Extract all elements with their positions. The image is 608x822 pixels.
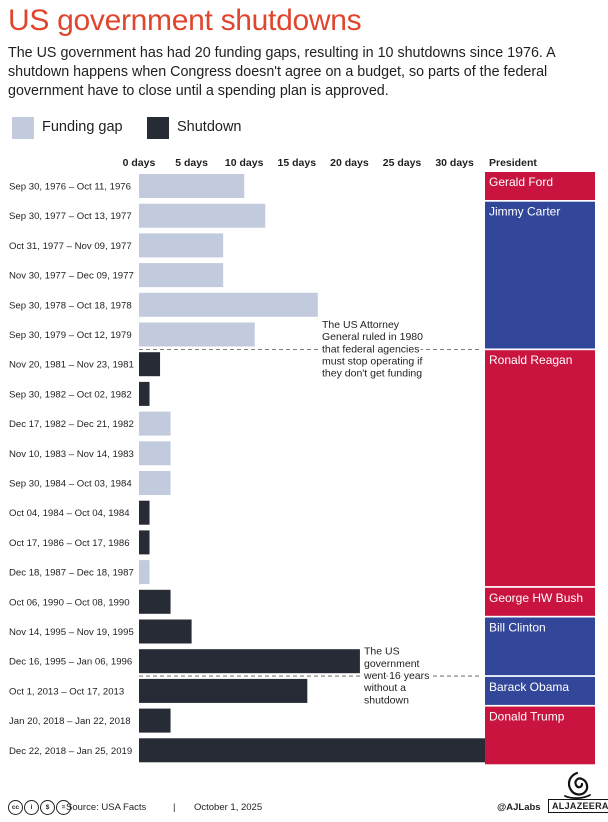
president-name-2: Ronald Reagan <box>489 353 572 367</box>
bar-gap-10 <box>139 471 171 495</box>
president-block-0 <box>485 172 595 200</box>
president-name-1: Jimmy Carter <box>489 205 560 219</box>
row-date-label-10: Sep 30, 1984 – Oct 03, 1984 <box>9 479 132 490</box>
president-name-5: Barack Obama <box>489 680 569 694</box>
annotation-0-line-1: General ruled in 1980 <box>322 331 423 343</box>
row-date-label-0: Sep 30, 1976 – Oct 11, 1976 <box>9 182 131 193</box>
bar-gap-1 <box>139 203 266 228</box>
president-name-6: Donald Trump <box>489 710 565 724</box>
row-date-label-2: Oct 31, 1977 – Nov 09, 1977 <box>9 241 132 252</box>
footer: cc i $ = Source: USA Facts | October 1, … <box>8 771 608 820</box>
license-badges: cc i $ = <box>8 800 72 816</box>
bar-shutdown-14 <box>139 589 171 614</box>
row-date-label-6: Nov 20, 1981 – Nov 23, 1981 <box>9 360 134 371</box>
publish-date: October 1, 2025 <box>194 802 263 813</box>
aljazeera-logo-icon <box>564 771 591 800</box>
president-block-2 <box>485 350 595 587</box>
row-date-label-8: Dec 17, 1982 – Dec 21, 1982 <box>9 419 134 430</box>
bar-gap-4 <box>139 292 318 317</box>
president-name-4: Bill Clinton <box>489 621 546 635</box>
bar-shutdown-18 <box>139 708 171 733</box>
row-date-label-13: Dec 18, 1987 – Dec 18, 1987 <box>9 568 134 579</box>
bar-gap-3 <box>139 263 224 288</box>
x-tick-label-1: 5 days <box>175 157 208 169</box>
ajlabs-handle: @AJLabs <box>497 802 541 813</box>
bar-shutdown-7 <box>139 381 150 406</box>
annotation-0-line-3: must stop operating if <box>322 355 422 367</box>
legend-label-shutdown: Shutdown <box>177 119 242 135</box>
annotation-1-line-3: without a <box>363 682 406 694</box>
cc-badge: cc <box>8 800 23 815</box>
row-date-label-7: Sep 30, 1982 – Oct 02, 1982 <box>9 389 132 400</box>
x-tick-label-5: 25 days <box>383 157 422 169</box>
bar-shutdown-12 <box>139 530 150 555</box>
cc-nc-badge: $ <box>40 800 55 815</box>
row-date-label-19: Dec 22, 2018 – Jan 25, 2019 <box>9 746 132 757</box>
president-column-header: President <box>489 157 537 169</box>
bar-gap-2 <box>139 233 224 258</box>
row-date-label-17: Oct 1, 2013 – Oct 17, 2013 <box>9 686 124 697</box>
legend-swatch-shutdown <box>147 117 169 139</box>
row-date-label-4: Sep 30, 1978 – Oct 18, 1978 <box>9 300 132 311</box>
bar-gap-5 <box>139 322 255 347</box>
bar-shutdown-15 <box>139 619 192 644</box>
row-date-label-1: Sep 30, 1977 – Oct 13, 1977 <box>9 211 132 222</box>
row-date-label-9: Nov 10, 1983 – Nov 14, 1983 <box>9 449 134 460</box>
x-tick-label-4: 20 days <box>330 157 369 169</box>
bar-gap-0 <box>139 174 245 198</box>
bar-gap-13 <box>139 560 150 585</box>
row-date-label-3: Nov 30, 1977 – Dec 09, 1977 <box>9 271 134 282</box>
annotation-1-line-2: went 16 years <box>363 670 429 682</box>
president-block-5 <box>485 676 595 705</box>
x-tick-label-6: 30 days <box>435 157 474 169</box>
annotation-0-line-2: that federal agencies <box>322 343 419 355</box>
president-name-3: George HW Bush <box>489 591 583 605</box>
row-date-label-16: Dec 16, 1995 – Jan 06, 1996 <box>9 657 132 668</box>
shutdown-chart: 0 days 5 days 10 days 15 days 20 days 25 days… <box>9 157 595 765</box>
x-tick-label-3: 15 days <box>278 157 317 169</box>
aljazeera-logo-text: ALJAZEERA <box>548 799 608 813</box>
bar-gap-9 <box>139 441 171 466</box>
row-date-label-14: Oct 06, 1990 – Oct 08, 1990 <box>9 597 130 608</box>
x-tick-label-0: 0 days <box>123 157 156 169</box>
row-date-label-12: Oct 17, 1986 – Oct 17, 1986 <box>9 538 130 549</box>
page-title: US government shutdowns <box>8 4 362 37</box>
president-block-1 <box>485 201 595 349</box>
bar-shutdown-19 <box>139 738 508 763</box>
row-date-label-18: Jan 20, 2018 – Jan 22, 2018 <box>9 716 131 727</box>
legend-swatch-gap <box>12 117 34 139</box>
president-block-6 <box>485 706 595 765</box>
bar-shutdown-16 <box>139 649 360 674</box>
president-name-0: Gerald Ford <box>489 175 553 189</box>
president-block-4 <box>485 617 595 676</box>
page-subtitle: The US government has had 20 funding gap… <box>8 45 555 99</box>
annotation-1-line-1: government <box>364 658 420 670</box>
cc-by-badge: i <box>24 800 39 815</box>
source-text: Source: USA Facts <box>66 802 147 813</box>
annotation-1-line-0: The US <box>364 646 400 658</box>
bar-shutdown-6 <box>139 352 161 377</box>
x-tick-label-2: 10 days <box>225 157 264 169</box>
legend-label-gap: Funding gap <box>42 119 123 135</box>
row-date-label-15: Nov 14, 1995 – Nov 19, 1995 <box>9 627 134 638</box>
annotation-0-line-0: The US Attorney <box>322 319 400 331</box>
annotation-1-line-4: shutdown <box>364 694 409 706</box>
bar-gap-8 <box>139 411 171 436</box>
cc-nd-badge: = <box>56 800 71 815</box>
row-date-label-11: Oct 04, 1984 – Oct 04, 1984 <box>9 508 130 519</box>
president-block-3 <box>485 587 595 616</box>
footer-separator: | <box>173 802 176 813</box>
row-date-label-5: Sep 30, 1979 – Oct 12, 1979 <box>9 330 132 341</box>
bar-shutdown-11 <box>139 500 150 525</box>
annotation-0-line-4: they don't get funding <box>322 368 422 380</box>
bar-shutdown-17 <box>139 678 308 703</box>
